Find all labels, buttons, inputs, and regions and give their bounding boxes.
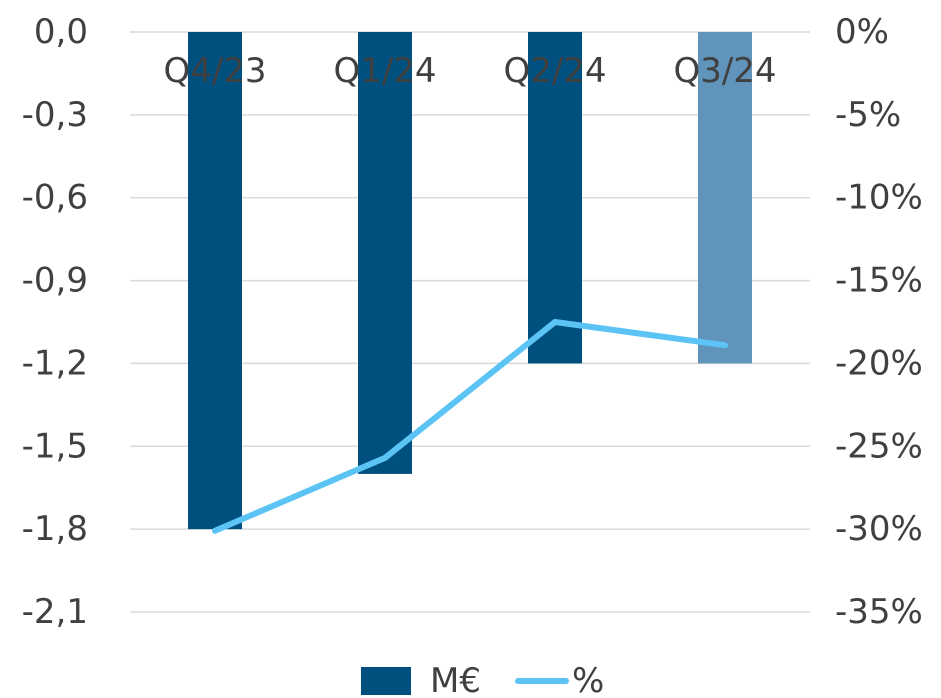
line-series (212, 319, 728, 534)
left-axis-ticks: 0,0 -0,3 -0,6 -0,9 -1,2 -1,5 -1,8 -2,1 (22, 12, 88, 632)
legend: M€% (361, 661, 604, 698)
left-tick-label: 0,0 (34, 12, 88, 52)
left-tick-label: -1,8 (22, 509, 88, 549)
category-label: Q1/24 (333, 51, 436, 91)
bar-q1-24 (358, 32, 412, 474)
right-tick-label: 0% (835, 12, 889, 52)
bar-q2-24 (528, 32, 582, 364)
bar-q4-23 (188, 32, 242, 530)
right-tick-label: -15% (835, 261, 923, 301)
category-labels: Q4/23 Q1/24 Q2/24 Q3/24 (163, 51, 776, 91)
bar-series (188, 32, 752, 530)
percent-line (212, 319, 728, 534)
left-tick-label: -1,5 (22, 426, 88, 466)
right-tick-label: -30% (835, 509, 923, 549)
category-label: Q3/24 (673, 51, 776, 91)
right-tick-label: -25% (835, 426, 923, 466)
right-tick-label: -35% (835, 592, 923, 632)
right-axis-ticks: 0% -5% -10% -15% -20% -25% -30% -35% (835, 12, 923, 632)
left-tick-label: -0,6 (22, 178, 88, 218)
right-tick-label: -20% (835, 343, 923, 383)
legend-bar-swatch (361, 667, 411, 695)
bar-q3-24 (698, 32, 752, 364)
left-tick-label: -1,2 (22, 343, 88, 383)
left-tick-label: -0,9 (22, 261, 88, 301)
gridlines (130, 31, 810, 613)
category-label: Q2/24 (503, 51, 606, 91)
left-tick-label: -2,1 (22, 592, 88, 632)
right-tick-label: -10% (835, 178, 923, 218)
right-tick-label: -5% (835, 95, 901, 135)
legend-label: % (572, 661, 604, 698)
category-label: Q4/23 (163, 51, 266, 91)
legend-label: M€ (430, 661, 481, 698)
left-tick-label: -0,3 (22, 95, 88, 135)
